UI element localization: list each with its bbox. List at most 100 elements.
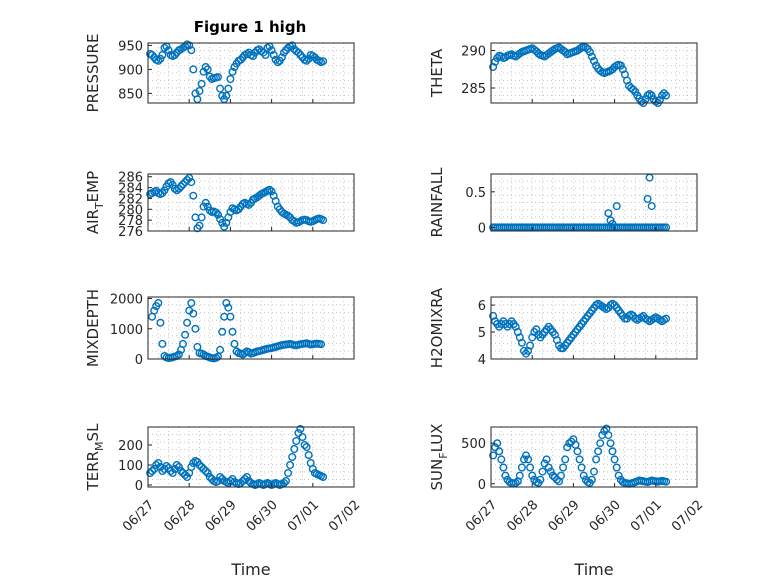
data-point [610,455,619,464]
data-point [193,95,202,104]
data-point [575,455,584,464]
data-point [166,467,175,476]
data-point [176,182,185,191]
data-point [594,447,603,456]
data-point [226,74,235,83]
y-tick-label: 282 [118,192,143,207]
data-point [643,194,652,203]
data-point [154,56,163,65]
data-point [302,56,311,65]
data-point [317,340,326,349]
axes-box [490,296,698,360]
data-point [216,84,225,93]
y-axis-label: AIRTEMP [84,171,106,234]
data-point [216,345,225,354]
data-point [195,221,204,230]
data-point [662,91,671,100]
y-tick-label: 0 [478,221,486,236]
x-tick-label: 07/01 [628,498,665,535]
data-point [288,453,297,462]
subplot-8: 0 500 06/27 06/28 06/29 06/30 07/01 07/02 SUNFLU… [428,424,706,535]
data-point [152,461,161,470]
data-point [524,455,533,464]
data-point [536,475,545,484]
data-point [211,208,220,217]
y-tick-label: 284 [118,182,143,197]
data-point [296,425,305,434]
y-tick-label: 276 [118,225,143,240]
data-point [158,467,167,476]
y-tick-label: 280 [118,203,143,218]
data-point [181,471,190,480]
data-point [587,52,596,61]
data-point [573,447,582,456]
data-point [228,67,237,76]
x-tick-label: 06/27 [120,498,157,535]
axes-box [147,173,355,232]
data-point [304,451,313,460]
data-point [150,306,159,315]
data-point [154,459,163,468]
data-point [232,347,241,356]
data-point [587,475,596,484]
data-point [203,469,212,478]
data-point [596,439,605,448]
data-point [269,51,278,60]
data-point [195,461,204,470]
y-tick-label: 4 [478,353,486,368]
y-axis-label: H2OMIXRA [428,287,446,368]
data-point [579,471,588,480]
data-point [298,433,307,442]
data-point [228,327,237,336]
data-point [538,467,547,476]
data-point [230,339,239,348]
data-point [491,443,500,452]
data-point [172,461,181,470]
x-tick-label: 07/02 [326,498,363,535]
data-point [267,46,276,55]
x-tick-label: 06/29 [546,498,583,535]
data-point [183,473,192,482]
subplot-6: 4 5 6 H2OMIXRA [428,287,698,368]
data-point [218,218,227,227]
data-point [604,431,613,440]
subplot-2: 285 290 THETA [428,42,698,107]
y-axis-label: PRESSURE [84,34,102,113]
data-point [284,469,293,478]
data-point [590,57,599,66]
data-point [520,455,529,464]
data-point [187,463,196,472]
data-point [590,467,599,476]
data-point [176,467,185,476]
data-point [158,339,167,348]
data-point [216,473,225,482]
data-point [201,198,210,207]
data-point [156,318,165,327]
data-point [511,478,520,487]
data-point [662,477,671,486]
y-axis-label: RAINFALL [428,167,446,238]
y-tick-label: 2000 [110,293,143,308]
data-point [146,469,155,478]
y-axis-label: TERRMSL [84,423,106,492]
y-tick-label: 6 [478,299,486,314]
data-point [581,43,590,52]
data-point [662,314,671,323]
data-point [515,471,524,480]
data-point [240,475,249,484]
axes-box [490,173,698,232]
data-point [548,471,557,480]
data-point [201,467,210,476]
subplot-grid: 850 900 950 PRESSURE 285 290 THETA 276278280282… [84,34,706,535]
y-axis-label: SUNFLUX [428,424,450,491]
data-point [160,186,169,195]
x-tick-label: 06/30 [244,498,281,535]
data-point [148,51,157,60]
data-point [197,463,206,472]
data-point [489,451,498,460]
y-tick-label: 0.5 [465,186,486,201]
y-tick-label: 290 [461,45,486,60]
data-point [284,211,293,220]
axes-box [147,426,355,488]
